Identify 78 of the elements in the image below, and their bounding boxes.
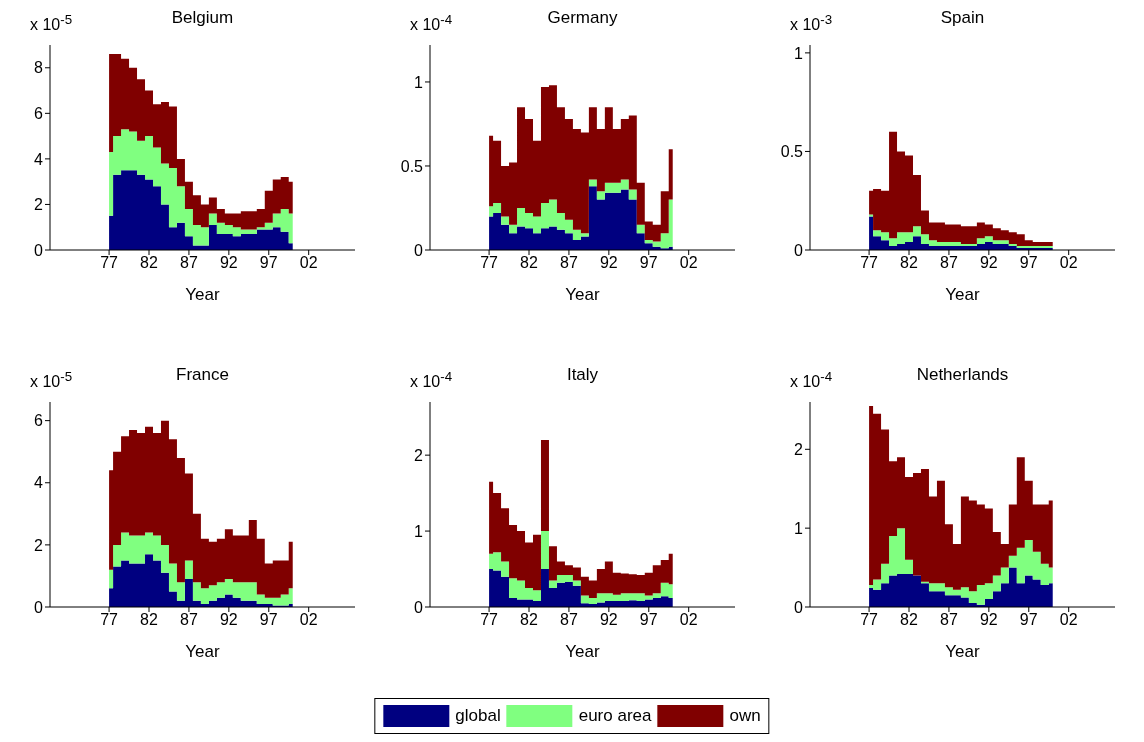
chart-title: France [176,365,229,384]
x-tick-label: 87 [940,611,958,629]
text: x 10$^{-5}$ [30,12,73,35]
y-tick-label: 2 [794,440,804,458]
y-tick-label: 4 [34,474,44,492]
x-tick-label: 97 [259,254,278,272]
x-tick-label: 92 [979,611,998,629]
x-tick-label: 02 [1059,254,1078,272]
x-tick-label: 87 [180,611,198,629]
x-tick-label: 77 [480,254,499,272]
x-tick-label: 77 [100,254,119,272]
x-tick-label: 92 [599,611,618,629]
y-tick-label: 0 [414,241,424,259]
x-tick-label: 82 [900,254,919,272]
x-axis-title: Year [945,285,981,304]
chart-title: Spain [940,8,985,27]
y-tick-label: 8 [34,59,44,77]
text: x 10$^{-3}$ [790,12,833,35]
x-tick-label: 92 [599,254,618,272]
text: x 10$^{-4}$ [410,12,453,35]
y-tick-label: 1 [414,73,424,91]
x-tick-label: 82 [520,254,539,272]
y-tick-label: 1 [794,519,804,537]
x-tick-label: 82 [140,254,159,272]
chart-title: Belgium [171,8,234,27]
x-tick-label: 87 [180,254,198,272]
y-tick-label: 2 [34,536,44,554]
x-tick-label: 97 [639,611,658,629]
x-tick-label: 92 [979,254,998,272]
legend-label: global [455,706,501,726]
x-axis-title: Year [565,642,601,661]
x-tick-label: 77 [100,611,119,629]
x-axis-title: Year [185,642,221,661]
y-tick-label: 0 [34,598,44,616]
x-tick-label: 97 [1019,254,1038,272]
x-tick-label: 77 [860,611,879,629]
x-tick-label: 92 [219,611,238,629]
x-tick-label: 82 [520,611,539,629]
y-tick-label: 6 [34,105,44,123]
text: x 10$^{-5}$ [30,369,73,392]
y-tick-label: 1 [794,44,804,62]
y-tick-label: 2 [414,446,424,464]
x-tick-label: 82 [140,611,159,629]
y-tick-label: 0 [794,241,804,259]
x-tick-label: 02 [1059,611,1078,629]
y-tick-label: 0 [794,598,804,616]
y-tick-label: 0 [414,598,424,616]
text: x 10$^{-4}$ [410,369,453,392]
x-axis-title: Year [185,285,221,304]
x-tick-label: 02 [679,611,698,629]
x-tick-label: 97 [1019,611,1038,629]
x-tick-label: 97 [639,254,658,272]
y-tick-label: 6 [34,412,44,430]
x-tick-label: 02 [679,254,698,272]
x-tick-label: 97 [259,611,278,629]
x-tick-label: 87 [560,611,578,629]
x-axis-title: Year [945,642,981,661]
text: x 10$^{-4}$ [790,369,833,392]
x-tick-label: 82 [900,611,919,629]
chart-title: Netherlands [916,365,1009,384]
chart-title: Italy [566,365,599,384]
chart-title: Germany [547,8,618,27]
x-tick-label: 02 [299,254,318,272]
y-tick-label: 0.5 [780,143,804,161]
legend-label: euro area [578,706,652,726]
y-tick-label: 0.5 [400,157,424,175]
x-tick-label: 02 [299,611,318,629]
x-axis-title: Year [565,285,601,304]
legend-label: own [729,706,761,726]
y-tick-label: 2 [34,196,44,214]
x-tick-label: 77 [480,611,499,629]
x-tick-label: 77 [860,254,879,272]
x-tick-label: 92 [219,254,238,272]
x-tick-label: 87 [560,254,578,272]
y-tick-label: 4 [34,150,44,168]
y-tick-label: 1 [414,522,424,540]
x-tick-label: 87 [940,254,958,272]
y-tick-label: 0 [34,241,44,259]
